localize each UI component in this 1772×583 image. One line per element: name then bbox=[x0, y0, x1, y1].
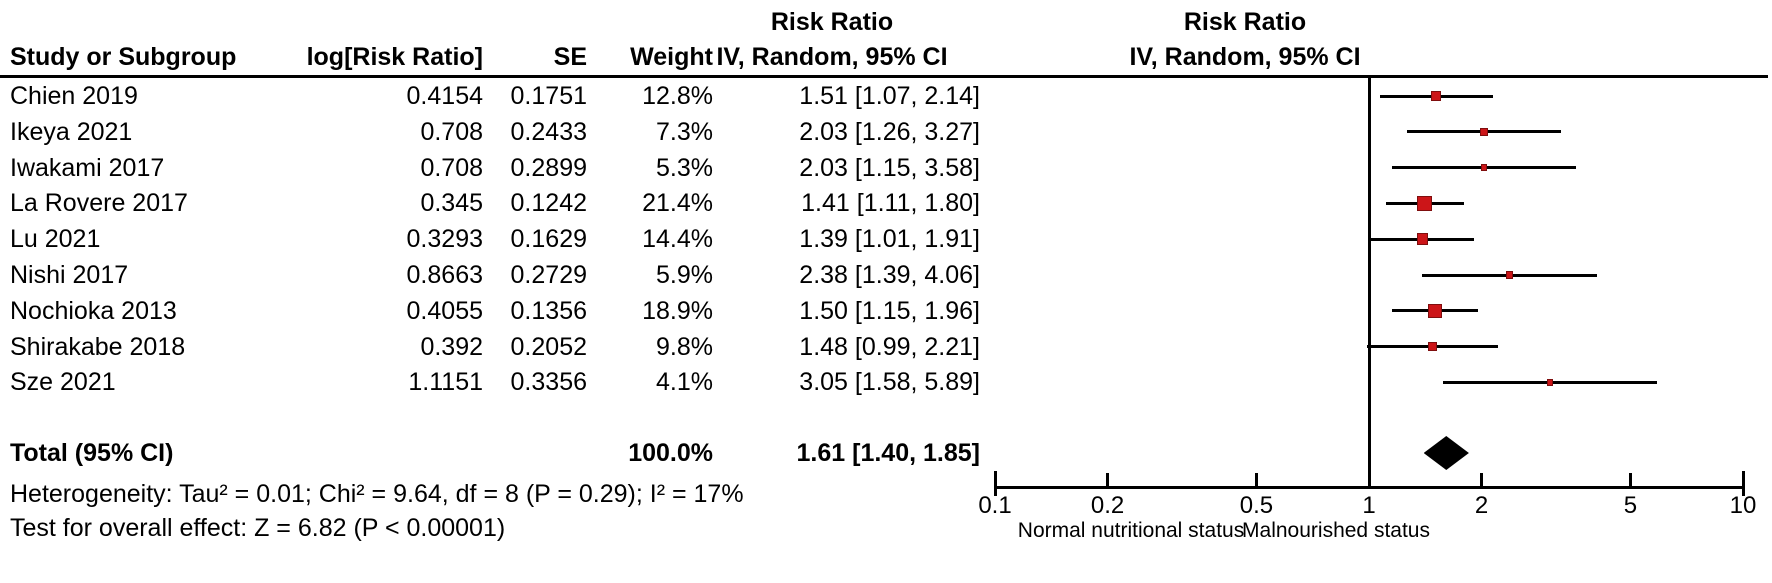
axis-tick-label: 10 bbox=[1729, 492, 1757, 519]
study-se: 0.2052 bbox=[510, 332, 587, 361]
study-se: 0.2729 bbox=[510, 261, 587, 289]
study-ci: 1.48 [0.99, 2.21] bbox=[799, 332, 980, 361]
axis-tick-label: 5 bbox=[1623, 492, 1638, 519]
study-weight: 5.3% bbox=[656, 153, 713, 182]
effect-marker bbox=[1428, 342, 1438, 352]
study-name: Ikeya 2021 bbox=[10, 117, 133, 146]
study-log-rr: 0.4055 bbox=[406, 296, 483, 325]
study-weight: 7.3% bbox=[656, 117, 713, 146]
study-ci: 3.05 [1.58, 5.89] bbox=[799, 368, 980, 397]
study-se: 0.2433 bbox=[510, 117, 587, 146]
header-rule bbox=[0, 75, 1768, 78]
axis-label-favours-right: Malnourished status bbox=[1242, 519, 1430, 542]
study-log-rr: 0.708 bbox=[420, 117, 483, 146]
study-name: Nishi 2017 bbox=[10, 261, 129, 289]
study-ci: 1.41 [1.11, 1.80] bbox=[801, 189, 980, 218]
study-se: 0.1751 bbox=[510, 82, 587, 110]
study-ci: 2.03 [1.26, 3.27] bbox=[799, 117, 980, 146]
overall-effect-test: Test for overall effect: Z = 6.82 (P < 0… bbox=[10, 514, 506, 542]
heterogeneity-stats: Heterogeneity: Tau² = 0.01; Chi² = 9.64,… bbox=[10, 480, 744, 508]
axis-tick-label: 1 bbox=[1362, 492, 1376, 519]
study-weight: 14.4% bbox=[642, 225, 713, 254]
study-se: 0.1629 bbox=[510, 225, 587, 254]
study-se: 0.2899 bbox=[510, 153, 587, 182]
col-header-log-risk-ratio: log[Risk Ratio] bbox=[306, 43, 483, 71]
effect-marker bbox=[1506, 271, 1514, 279]
total-ci: 1.61 [1.40, 1.85] bbox=[796, 439, 980, 467]
plot-header-ci-method: IV, Random, 95% CI bbox=[1129, 43, 1361, 71]
study-weight: 9.8% bbox=[656, 332, 713, 361]
axis-tick-label: 0.1 bbox=[978, 492, 1012, 519]
axis-label-favours-left: Normal nutritional status bbox=[1017, 519, 1245, 542]
study-ci: 1.39 [1.01, 1.91] bbox=[799, 225, 980, 254]
col-header-ci-method: IV, Random, 95% CI bbox=[716, 43, 948, 71]
study-weight: 5.9% bbox=[656, 261, 713, 289]
axis-tick bbox=[993, 471, 997, 496]
study-ci: 2.38 [1.39, 4.06] bbox=[799, 261, 980, 289]
axis-tick bbox=[1254, 473, 1258, 488]
study-ci: 1.51 [1.07, 2.14] bbox=[799, 82, 980, 110]
study-name: Nochioka 2013 bbox=[10, 296, 177, 325]
axis-tick bbox=[1367, 473, 1371, 488]
study-name: Sze 2021 bbox=[10, 368, 116, 397]
effect-marker bbox=[1480, 164, 1488, 172]
effect-marker bbox=[1417, 195, 1433, 211]
total-diamond bbox=[1423, 436, 1469, 470]
effect-marker bbox=[1427, 303, 1442, 318]
study-weight: 4.1% bbox=[656, 368, 713, 397]
axis-tick bbox=[1741, 471, 1745, 496]
study-log-rr: 1.1151 bbox=[408, 368, 483, 397]
study-weight: 12.8% bbox=[642, 82, 713, 110]
col-header-weight: Weight bbox=[630, 43, 713, 71]
col-header-se: SE bbox=[553, 43, 587, 71]
study-log-rr: 0.3293 bbox=[406, 225, 483, 254]
axis-tick bbox=[1628, 473, 1632, 488]
study-se: 0.3356 bbox=[510, 368, 587, 397]
total-label: Total (95% CI) bbox=[10, 439, 174, 467]
effect-marker bbox=[1416, 233, 1429, 245]
study-se: 0.1356 bbox=[510, 296, 587, 325]
table-effect-header-measure: Risk Ratio bbox=[770, 8, 894, 36]
study-name: La Rovere 2017 bbox=[10, 189, 188, 218]
study-log-rr: 0.8663 bbox=[406, 261, 483, 289]
axis-tick bbox=[1480, 473, 1484, 488]
study-log-rr: 0.4154 bbox=[406, 82, 483, 110]
study-weight: 18.9% bbox=[642, 296, 713, 325]
study-name: Lu 2021 bbox=[10, 225, 101, 254]
plot-effect-header-measure: Risk Ratio bbox=[1183, 8, 1307, 36]
study-se: 0.1242 bbox=[510, 189, 587, 218]
study-log-rr: 0.392 bbox=[420, 332, 483, 361]
null-effect-line bbox=[1367, 78, 1371, 488]
study-weight: 21.4% bbox=[642, 189, 713, 218]
study-name: Shirakabe 2018 bbox=[10, 332, 186, 361]
axis-tick bbox=[1106, 473, 1110, 488]
study-name: Chien 2019 bbox=[10, 82, 138, 110]
study-log-rr: 0.345 bbox=[420, 189, 483, 218]
study-name: Iwakami 2017 bbox=[10, 153, 165, 182]
axis-tick-label: 2 bbox=[1474, 492, 1489, 519]
effect-marker bbox=[1480, 127, 1488, 136]
study-ci: 1.50 [1.15, 1.96] bbox=[799, 296, 980, 325]
study-log-rr: 0.708 bbox=[420, 153, 483, 182]
effect-marker bbox=[1430, 90, 1442, 102]
col-header-study: Study or Subgroup bbox=[10, 43, 237, 71]
effect-marker bbox=[1546, 379, 1554, 386]
axis-tick-label: 0.5 bbox=[1239, 492, 1274, 519]
axis-tick-label: 0.2 bbox=[1090, 492, 1125, 519]
study-ci: 2.03 [1.15, 3.58] bbox=[799, 153, 980, 182]
total-weight: 100.0% bbox=[628, 439, 713, 467]
